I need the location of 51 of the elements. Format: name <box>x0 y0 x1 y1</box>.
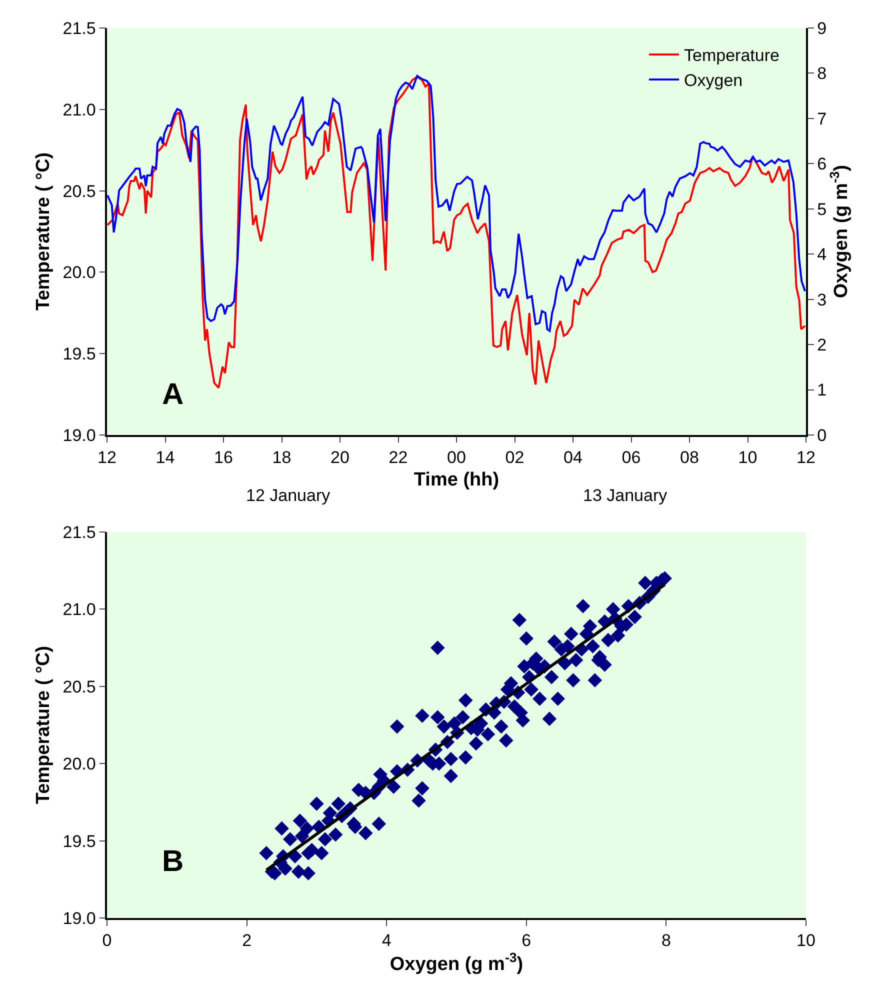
x-tick-label: 10 <box>796 931 816 950</box>
y2-tick-label: 0 <box>817 426 827 445</box>
x-tick-label: 4 <box>382 931 392 950</box>
y2-tick-label: 8 <box>817 64 827 84</box>
x-tick-label: 12 <box>796 448 816 468</box>
y2-tick-label: 5 <box>817 200 827 219</box>
annotation: A <box>162 378 184 411</box>
x-tick-label: 06 <box>622 448 641 468</box>
y-tick-label: 21.0 <box>62 600 96 620</box>
y-tick-label: 21.5 <box>62 18 96 38</box>
y2-tick-label: 7 <box>817 109 827 128</box>
y-tick-label: 20.0 <box>62 754 96 774</box>
y2-tick-label: 3 <box>817 290 827 310</box>
x-tick-label: 16 <box>214 448 233 468</box>
annotation: B <box>162 845 184 878</box>
y-tick-label: 19.0 <box>62 908 96 928</box>
y2-tick-label: 2 <box>817 336 827 354</box>
y-tick-label: 21.5 <box>62 522 96 542</box>
x-tick-label: 10 <box>738 448 758 468</box>
y2-tick-label: 6 <box>817 154 827 174</box>
x-axis-title: Oxygen (g m$^{-3}$) <box>390 950 524 976</box>
text: 12 January <box>246 486 331 505</box>
legend-label: Oxygen <box>684 71 743 90</box>
x-tick-label: 8 <box>661 931 671 950</box>
x-tick-label: 18 <box>272 448 292 468</box>
x-tick-label: 12 <box>98 448 116 468</box>
y-tick-label: 19.5 <box>62 344 96 364</box>
x-tick-label: 14 <box>156 448 175 468</box>
y-tick-label: 20.5 <box>62 182 96 201</box>
y-tick-label: 20.5 <box>62 677 96 696</box>
x-tick-label: 0 <box>102 931 112 950</box>
y2-tick-label: 4 <box>817 245 827 264</box>
x-tick-label: 04 <box>564 448 582 468</box>
legend-label: Temperature <box>684 46 780 66</box>
y-axis-title: Temperature ( °C) <box>33 152 54 311</box>
text: 13 January <box>583 486 668 505</box>
x-tick-label: 08 <box>680 448 699 468</box>
x-tick-label: 2 <box>242 931 252 950</box>
x-tick-label: 02 <box>505 448 524 468</box>
y2-tick-label: 9 <box>817 18 827 38</box>
x-tick-label: 6 <box>522 931 532 950</box>
y-tick-label: 19.5 <box>62 832 96 851</box>
y-tick-label: 20.0 <box>62 263 96 282</box>
y-tick-label: 19.0 <box>62 426 96 445</box>
y-axis-title: Temperature ( °C) <box>33 646 54 804</box>
y-tick-label: 21.0 <box>62 100 96 120</box>
x-axis-title: Time (hh) <box>414 469 500 490</box>
x-tick-label: 22 <box>388 448 408 468</box>
y2-tick-label: 1 <box>817 380 827 400</box>
x-tick-label: 00 <box>447 448 466 468</box>
x-tick-label: 20 <box>330 448 350 468</box>
